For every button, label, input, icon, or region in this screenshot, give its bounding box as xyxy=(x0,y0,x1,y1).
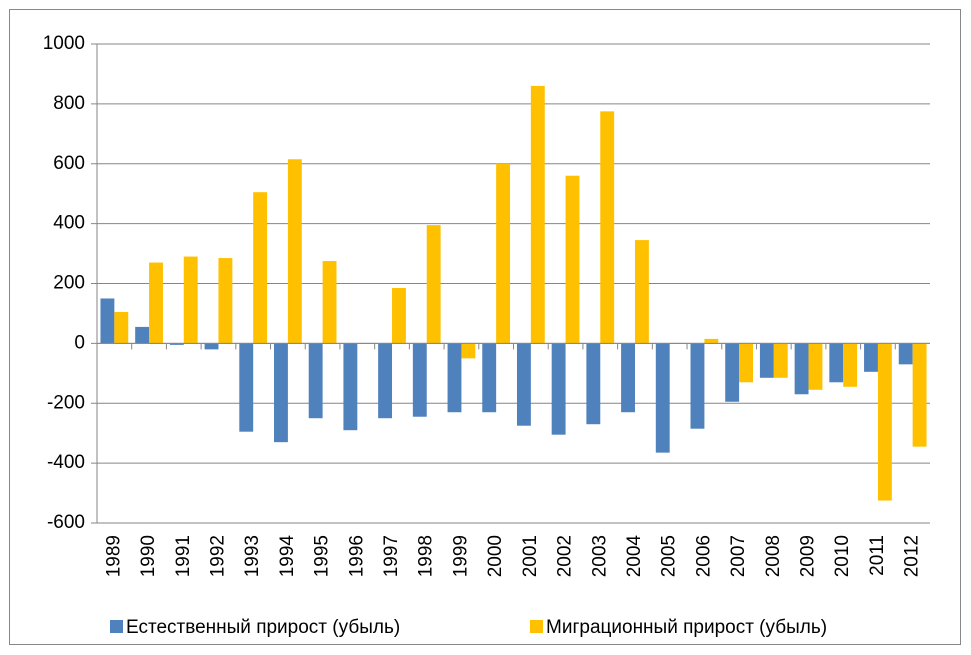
bar xyxy=(392,287,406,344)
bar xyxy=(759,343,774,378)
legend-label: Миграционный прирост (убыль) xyxy=(546,617,827,638)
chart-border xyxy=(9,9,961,645)
y-tick-label: -400 xyxy=(47,452,85,473)
bar xyxy=(461,343,476,359)
bar xyxy=(725,343,740,402)
bar xyxy=(412,343,427,417)
bar xyxy=(634,240,649,344)
x-tick-label: 1999 xyxy=(450,535,471,577)
x-tick-label: 2006 xyxy=(693,535,714,577)
bar xyxy=(565,175,580,344)
bar xyxy=(829,343,844,383)
bar xyxy=(218,258,233,344)
bar xyxy=(378,343,393,419)
bar xyxy=(739,343,753,383)
y-tick-label: 800 xyxy=(53,93,85,114)
x-tick-label: 2012 xyxy=(902,535,923,577)
legend-label: Естественный прирост (убыль) xyxy=(126,617,400,638)
x-tick-label: 1990 xyxy=(138,535,159,577)
x-tick-label: 2007 xyxy=(728,535,749,577)
bar xyxy=(447,343,462,413)
bar xyxy=(877,343,892,501)
x-tick-label: 2009 xyxy=(798,535,819,577)
bar xyxy=(621,343,635,413)
bar xyxy=(287,159,302,344)
bar xyxy=(135,326,150,344)
x-tick-label: 1997 xyxy=(381,535,402,577)
bar xyxy=(898,343,913,365)
y-tick-label: 200 xyxy=(53,273,85,294)
x-tick-label: 1989 xyxy=(103,535,124,577)
x-tick-label: 2000 xyxy=(485,535,506,577)
y-tick-label: 0 xyxy=(74,332,85,353)
y-tick-label: 600 xyxy=(53,153,85,174)
x-tick-label: 2005 xyxy=(659,535,680,577)
x-tick-label: 2003 xyxy=(589,535,610,577)
bar xyxy=(239,343,254,432)
bar xyxy=(253,192,268,344)
x-tick-label: 2010 xyxy=(832,535,853,577)
bar xyxy=(114,311,129,344)
y-tick-label: -200 xyxy=(47,392,85,413)
x-tick-label: 2008 xyxy=(763,535,784,577)
y-tick-label: 400 xyxy=(53,213,85,234)
bar xyxy=(516,343,531,426)
x-tick-label: 2002 xyxy=(555,535,576,577)
bar xyxy=(322,261,337,344)
bar xyxy=(864,343,878,372)
x-tick-label: 2001 xyxy=(520,535,541,577)
bar xyxy=(794,343,809,395)
x-tick-label: 1995 xyxy=(312,535,333,577)
x-tick-label: 2011 xyxy=(867,535,888,576)
bar xyxy=(586,343,601,425)
bar xyxy=(843,343,858,387)
bar xyxy=(704,338,719,344)
bar xyxy=(690,343,705,429)
bar xyxy=(912,343,927,447)
bar xyxy=(426,225,441,344)
bar xyxy=(149,262,163,344)
bar xyxy=(183,256,198,344)
bar xyxy=(808,343,823,390)
x-tick-label: 2004 xyxy=(624,535,645,578)
bar xyxy=(169,343,184,345)
x-tick-label: 1996 xyxy=(346,535,367,577)
bar xyxy=(496,163,511,344)
bar xyxy=(343,343,358,431)
x-tick-label: 1998 xyxy=(416,535,437,577)
x-tick-label: 1992 xyxy=(207,535,228,577)
bar xyxy=(655,343,670,453)
y-tick-label: 1000 xyxy=(43,33,85,54)
bar xyxy=(773,343,788,378)
legend-swatch xyxy=(530,620,543,633)
bar xyxy=(274,343,288,443)
legend-swatch xyxy=(110,620,123,633)
bar xyxy=(482,343,497,413)
x-tick-label: 1991 xyxy=(173,535,194,577)
bar xyxy=(600,111,615,344)
x-tick-label: 1993 xyxy=(242,535,263,577)
bar xyxy=(551,343,566,435)
bar xyxy=(530,85,545,344)
y-tick-label: -600 xyxy=(47,512,85,533)
bar xyxy=(308,343,323,419)
bar xyxy=(100,298,115,344)
bar xyxy=(204,343,219,350)
x-tick-label: 1994 xyxy=(277,535,298,578)
